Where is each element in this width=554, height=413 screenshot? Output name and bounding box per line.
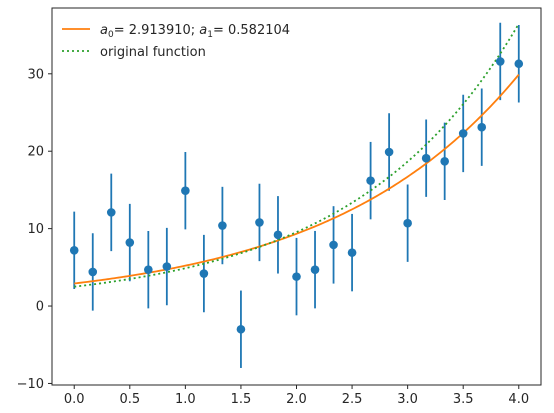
data-point: [162, 262, 172, 271]
data-point: [310, 265, 320, 274]
x-tick-label: 0.0: [64, 392, 85, 407]
data-point: [88, 267, 98, 277]
y-tick-label: 20: [27, 145, 44, 160]
x-tick-label: 4.0: [508, 392, 529, 407]
data-point: [477, 122, 487, 132]
x-tick-label: 1.0: [175, 392, 196, 407]
data-point: [273, 230, 283, 240]
x-tick-label: 3.5: [453, 392, 474, 407]
legend-original-label: original function: [100, 45, 206, 60]
y-tick-label: 0: [36, 300, 44, 315]
x-tick-label: 0.5: [119, 392, 140, 407]
data-point: [384, 147, 394, 157]
axes-frame: [51, 7, 542, 386]
data-point: [421, 153, 431, 163]
data-point: [366, 176, 375, 185]
y-tick-label: −10: [17, 377, 44, 392]
data-point: [125, 238, 135, 247]
data-point: [106, 208, 116, 217]
data-point: [514, 59, 524, 69]
data-point: [69, 246, 79, 255]
legend-fit-label: a0= 2.913910; a1= 0.582104: [100, 23, 290, 40]
data-point: [403, 218, 412, 228]
data-point: [181, 186, 190, 195]
data-point: [440, 156, 449, 166]
x-tick-label: 1.5: [231, 392, 252, 407]
x-tick-label: 2.5: [342, 392, 363, 407]
data-point: [199, 269, 209, 278]
data-point: [347, 248, 357, 257]
x-tick-label: 3.0: [397, 392, 418, 407]
data-point: [218, 221, 227, 230]
data-point: [255, 218, 264, 227]
data-point: [495, 57, 505, 66]
legend: a0= 2.913910; a1= 0.582104 original func…: [62, 23, 290, 60]
x-tick-label: 2.0: [286, 392, 307, 407]
y-tick-label: 30: [27, 67, 44, 82]
data-point: [292, 272, 301, 281]
y-tick-label: 10: [27, 222, 44, 237]
data-point: [144, 265, 153, 274]
data-point: [329, 240, 338, 250]
data-point: [458, 129, 468, 138]
data-point: [236, 324, 246, 334]
